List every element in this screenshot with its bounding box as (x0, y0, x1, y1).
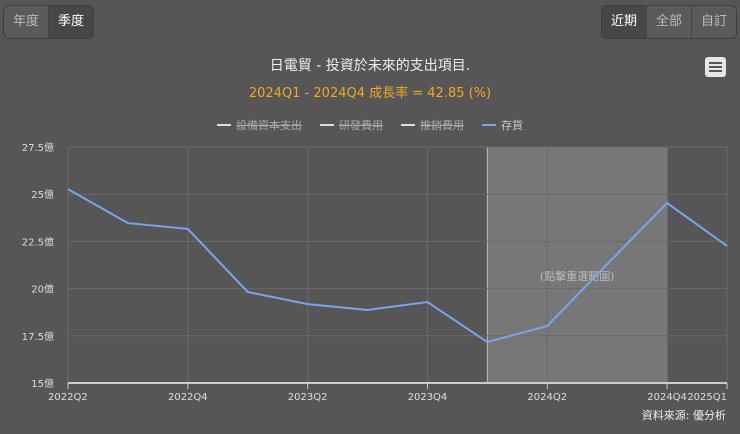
range-all-button[interactable]: 全部 (647, 6, 692, 38)
x-tick-label: 2022Q4 (168, 392, 208, 403)
x-tick-label: 2022Q2 (48, 392, 88, 403)
legend-label: 設備資本支出 (236, 119, 302, 132)
chart-subtitle: 2024Q1 - 2024Q4 成長率 = 42.85 (%) (248, 86, 492, 101)
legend-item-rnd[interactable]: 研發費用 (320, 117, 383, 133)
legend-item-capex[interactable]: 設備資本支出 (217, 117, 302, 133)
legend-label: 存貨 (501, 119, 523, 132)
legend-label: 研發費用 (339, 119, 383, 132)
x-tick-label: 2023Q4 (408, 392, 448, 403)
y-tick-label: 17.5億 (22, 330, 54, 343)
chart-title: 日電貿 - 投資於未來的支出項目. (269, 58, 471, 74)
legend-item-inventory[interactable]: 存貨 (482, 117, 523, 133)
legend-item-selling[interactable]: 推銷費用 (401, 117, 464, 133)
range-toggle: 近期 全部 自訂 (600, 5, 737, 39)
legend-swatch (482, 124, 496, 126)
y-tick-label: 27.5億 (22, 141, 54, 154)
period-annual-button[interactable]: 年度 (4, 6, 50, 38)
y-tick-label: 20億 (31, 283, 54, 296)
x-tick-label: 2024Q4 (647, 392, 687, 403)
y-tick-label: 25億 (31, 188, 54, 201)
highlight-label: (點擊重選範圍) (540, 269, 615, 283)
hamburger-icon[interactable] (705, 57, 726, 77)
x-tick-label: 2023Q2 (288, 392, 328, 403)
x-tick-label: 2024Q2 (527, 392, 567, 403)
period-toggle: 年度 季度 (3, 5, 95, 39)
x-tick-label: 2025Q1 (687, 392, 727, 403)
highlight-band (487, 147, 668, 383)
range-custom-button[interactable]: 自訂 (700, 14, 727, 29)
range-recent-button[interactable]: 近期 (601, 6, 647, 38)
legend-swatch (320, 124, 334, 126)
legend: 設備資本支出 研發費用 推銷費用 存貨 (0, 117, 740, 133)
legend-swatch (401, 124, 415, 126)
legend-label: 推銷費用 (420, 119, 464, 132)
y-tick-label: 15億 (31, 377, 54, 390)
legend-swatch (217, 124, 231, 126)
series-line-inventory (67, 188, 728, 344)
y-tick-label: 22.5億 (22, 235, 54, 248)
data-source: 資料來源: 優分析 (641, 409, 726, 422)
period-quarterly-button[interactable]: 季度 (49, 6, 94, 38)
